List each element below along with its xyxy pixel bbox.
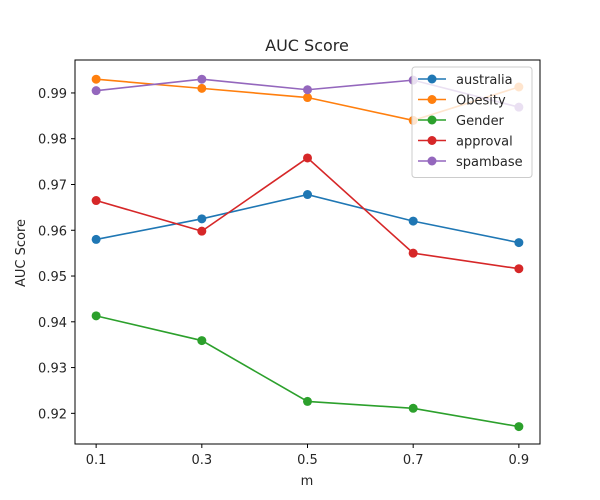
- chart-title: AUC Score: [265, 36, 349, 55]
- legend-box: [411, 66, 533, 178]
- x-axis-label: m: [301, 474, 314, 489]
- y-axis: 0.92 0.93 0.94 0.95 0.96 0.97 0.98 0.99: [38, 87, 75, 422]
- legend-label: australia: [456, 73, 513, 88]
- data-point: [514, 264, 524, 274]
- series-australia: [91, 190, 524, 248]
- legend-marker: [427, 74, 437, 84]
- data-point: [197, 74, 207, 84]
- y-tick-label: 0.92: [38, 407, 67, 422]
- legend-marker: [427, 95, 437, 104]
- series-gender: [91, 311, 524, 432]
- x-tick-label: 0.1: [86, 453, 107, 468]
- y-axis-label: AUC Score: [14, 219, 29, 287]
- data-point: [408, 216, 418, 226]
- data-point: [303, 396, 312, 406]
- data-point: [197, 214, 207, 224]
- legend-label: approval: [456, 135, 513, 150]
- series-approval: [91, 153, 524, 274]
- plot-frame: [74, 59, 541, 445]
- legend-item: australia: [418, 73, 513, 88]
- data-point: [303, 85, 312, 95]
- x-axis: 0.1 0.3 0.5 0.7 0.9: [86, 444, 529, 468]
- legend-item: Obesity: [418, 94, 506, 109]
- y-tick-label: 0.95: [38, 270, 67, 285]
- legend-marker: [427, 136, 437, 145]
- x-tick-label: 0.5: [297, 453, 318, 468]
- data-point: [197, 226, 207, 236]
- y-tick-label: 0.94: [38, 316, 67, 331]
- x-tick-label: 0.3: [191, 453, 212, 468]
- legend-item: approval: [418, 135, 513, 150]
- legend-item: Gender: [418, 114, 505, 129]
- data-point: [91, 234, 101, 244]
- data-point: [91, 74, 101, 84]
- legend-label: Obesity: [456, 94, 506, 109]
- legend-item: spambase: [418, 155, 523, 170]
- series-line: [95, 315, 519, 428]
- legend: australia Obesity Gender approval spambase: [411, 66, 533, 178]
- data-point: [514, 422, 524, 432]
- y-tick-label: 0.98: [38, 133, 67, 148]
- data-point: [91, 86, 101, 96]
- data-point: [197, 83, 207, 93]
- data-point: [303, 190, 312, 200]
- data-point: [91, 311, 101, 321]
- data-point: [408, 403, 418, 413]
- data-point: [408, 248, 418, 258]
- y-tick-label: 0.96: [38, 224, 67, 239]
- data-point: [303, 153, 312, 163]
- legend-marker: [427, 115, 437, 125]
- x-tick-label: 0.7: [403, 453, 424, 468]
- data-point: [197, 336, 207, 346]
- y-tick-label: 0.99: [38, 87, 67, 102]
- legend-marker: [427, 156, 437, 166]
- x-tick-label: 0.9: [509, 453, 530, 468]
- data-point: [303, 93, 312, 103]
- legend-label: spambase: [456, 155, 523, 170]
- y-tick-label: 0.93: [38, 362, 67, 377]
- legend-label: Gender: [456, 114, 505, 129]
- data-point: [514, 238, 524, 248]
- y-tick-label: 0.97: [38, 178, 67, 193]
- data-point: [91, 196, 101, 206]
